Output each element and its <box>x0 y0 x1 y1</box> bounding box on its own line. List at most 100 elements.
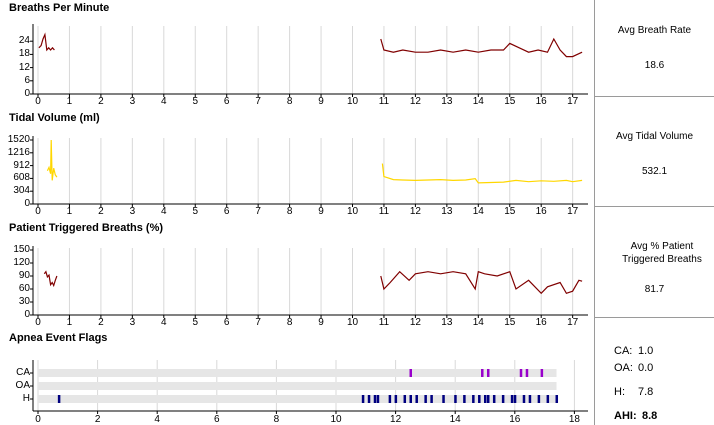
summary-ca-label: CA: <box>614 345 633 357</box>
apnea-event-h <box>513 395 517 403</box>
apnea-x-tick-label: 6 <box>214 414 220 425</box>
apnea-row-label-h: H <box>22 393 30 404</box>
breaths-x-tick-label: 5 <box>192 96 199 107</box>
apnea-event-h <box>57 395 61 403</box>
apnea-chart-title: Apnea Event Flags <box>9 332 108 344</box>
triggered-x-tick-label: 9 <box>318 317 324 328</box>
breaths-series-line <box>380 37 583 58</box>
tidal-x-tick-label: 15 <box>504 206 516 217</box>
triggered-y-tick-label: 30 <box>18 296 30 307</box>
apnea-event-h <box>394 395 398 403</box>
apnea-event-h <box>415 395 418 403</box>
triggered-x-tick-label: 16 <box>535 317 547 328</box>
triggered-y-tick-label: 120 <box>13 257 30 268</box>
apnea-x-tick-label: 2 <box>94 414 101 425</box>
triggered-series-line <box>43 270 58 288</box>
breaths-x-tick-label: 10 <box>346 96 359 107</box>
avg-tidal-volume-value: 532.1 <box>641 166 668 177</box>
apnea-event-h <box>546 395 550 403</box>
apnea-x-tick-label: 10 <box>330 414 342 425</box>
apnea-event-h <box>376 395 380 403</box>
tidal-x-tick-label: 17 <box>567 206 579 217</box>
summary-ca-value: 1.0 <box>638 345 654 357</box>
apnea-event-h <box>501 395 505 403</box>
tidal-x-tick-label: 16 <box>535 206 547 217</box>
tidal-x-tick-label: 3 <box>129 206 136 217</box>
triggered-y-tick-label: 0 <box>24 309 30 320</box>
triggered-x-tick-label: 11 <box>378 317 390 328</box>
apnea-row-label-ca: CA <box>16 367 30 378</box>
breaths-x-tick-label: 1 <box>66 96 73 107</box>
sidebar-separator <box>594 206 714 207</box>
tidal-y-tick-label: 1216 <box>7 146 30 158</box>
tidal-x-tick-label: 12 <box>409 206 421 217</box>
apnea-x-tick-label: 8 <box>273 414 280 425</box>
apnea-event-ca <box>525 369 529 377</box>
summary-ahi-label: AHI: <box>614 410 637 422</box>
apnea-event-h <box>537 395 541 403</box>
tidal-y-tick-label: 608 <box>13 172 30 184</box>
apnea-event-h <box>424 395 427 403</box>
apnea-event-ca <box>481 369 484 377</box>
breaths-x-tick-label: 2 <box>98 96 104 107</box>
triggered-y-tick-label: 90 <box>18 270 30 281</box>
apnea-event-h <box>442 395 445 403</box>
summary-h-value: 7.8 <box>638 386 654 398</box>
tidal-series-line <box>46 139 58 181</box>
triggered-x-tick-label: 13 <box>441 317 453 328</box>
summary-oa-label: OA: <box>614 362 633 374</box>
breaths-y-tick-label: 6 <box>24 74 30 86</box>
triggered-chart-title: Patient Triggered Breaths (%) <box>9 222 164 234</box>
tidal-x-tick-label: 13 <box>441 206 453 217</box>
tidal-y-tick-label: 912 <box>13 159 30 171</box>
apnea-track-ca <box>38 369 557 377</box>
breaths-x-tick-label: 12 <box>409 96 421 107</box>
tidal-x-tick-label: 0 <box>35 206 41 217</box>
apnea-event-h <box>361 395 365 403</box>
breaths-x-tick-label: 14 <box>472 96 484 107</box>
breaths-x-tick-label: 15 <box>504 96 516 107</box>
tidal-x-tick-label: 5 <box>192 206 199 217</box>
apnea-event-ca <box>540 369 544 377</box>
apnea-event-h <box>478 395 481 403</box>
summary-ahi: AHI: 8.8 <box>614 410 657 422</box>
apnea-event-h <box>409 395 412 403</box>
apnea-x-tick-label: 4 <box>154 414 160 425</box>
breaths-x-tick-label: 4 <box>161 96 167 107</box>
triggered-x-tick-label: 7 <box>255 317 261 328</box>
apnea-x-tick-label: 0 <box>35 414 41 425</box>
tidal-x-tick-label: 11 <box>378 206 390 217</box>
tidal-x-tick-label: 6 <box>223 206 230 217</box>
breaths-x-tick-label: 8 <box>286 96 293 107</box>
breaths-chart-title: Breaths Per Minute <box>9 2 110 14</box>
apnea-event-h <box>492 395 496 403</box>
summary-oa-value: 0.0 <box>638 362 654 374</box>
breaths-x-tick-label: 11 <box>378 96 390 107</box>
triggered-x-tick-label: 6 <box>223 317 230 328</box>
breaths-y-tick-label: 0 <box>24 88 30 99</box>
tidal-y-tick-label: 304 <box>13 185 30 197</box>
apnea-event-h <box>555 395 559 403</box>
breaths-y-tick-label: 12 <box>18 61 30 73</box>
tidal-x-tick-label: 14 <box>472 206 484 217</box>
triggered-x-tick-label: 3 <box>129 317 136 328</box>
tidal-chart-title: Tidal Volume (ml) <box>9 112 100 124</box>
triggered-series-line <box>380 270 583 295</box>
apnea-event-h <box>373 395 377 403</box>
apnea-event-h <box>430 395 433 403</box>
tidal-y-tick-label: 0 <box>24 198 30 209</box>
avg-triggered-label: Avg % Patient Triggered Breaths <box>622 241 702 265</box>
tidal-y-tick-label: 1520 <box>7 134 30 145</box>
apnea-track-oa <box>38 382 557 390</box>
triggered-x-tick-label: 2 <box>98 317 104 328</box>
avg-breath-rate-value: 18.6 <box>644 60 665 71</box>
apnea-x-tick-label: 18 <box>568 414 580 425</box>
breaths-series-line <box>38 32 55 52</box>
triggered-x-tick-label: 8 <box>286 317 293 328</box>
apnea-event-h <box>454 395 457 403</box>
summary-ca: CA: 1.0 <box>614 345 653 357</box>
avg-breath-rate-label: Avg Breath Rate <box>617 25 692 36</box>
apnea-event-h <box>522 395 526 403</box>
apnea-event-ca <box>409 369 412 377</box>
triggered-x-tick-label: 1 <box>66 317 73 328</box>
